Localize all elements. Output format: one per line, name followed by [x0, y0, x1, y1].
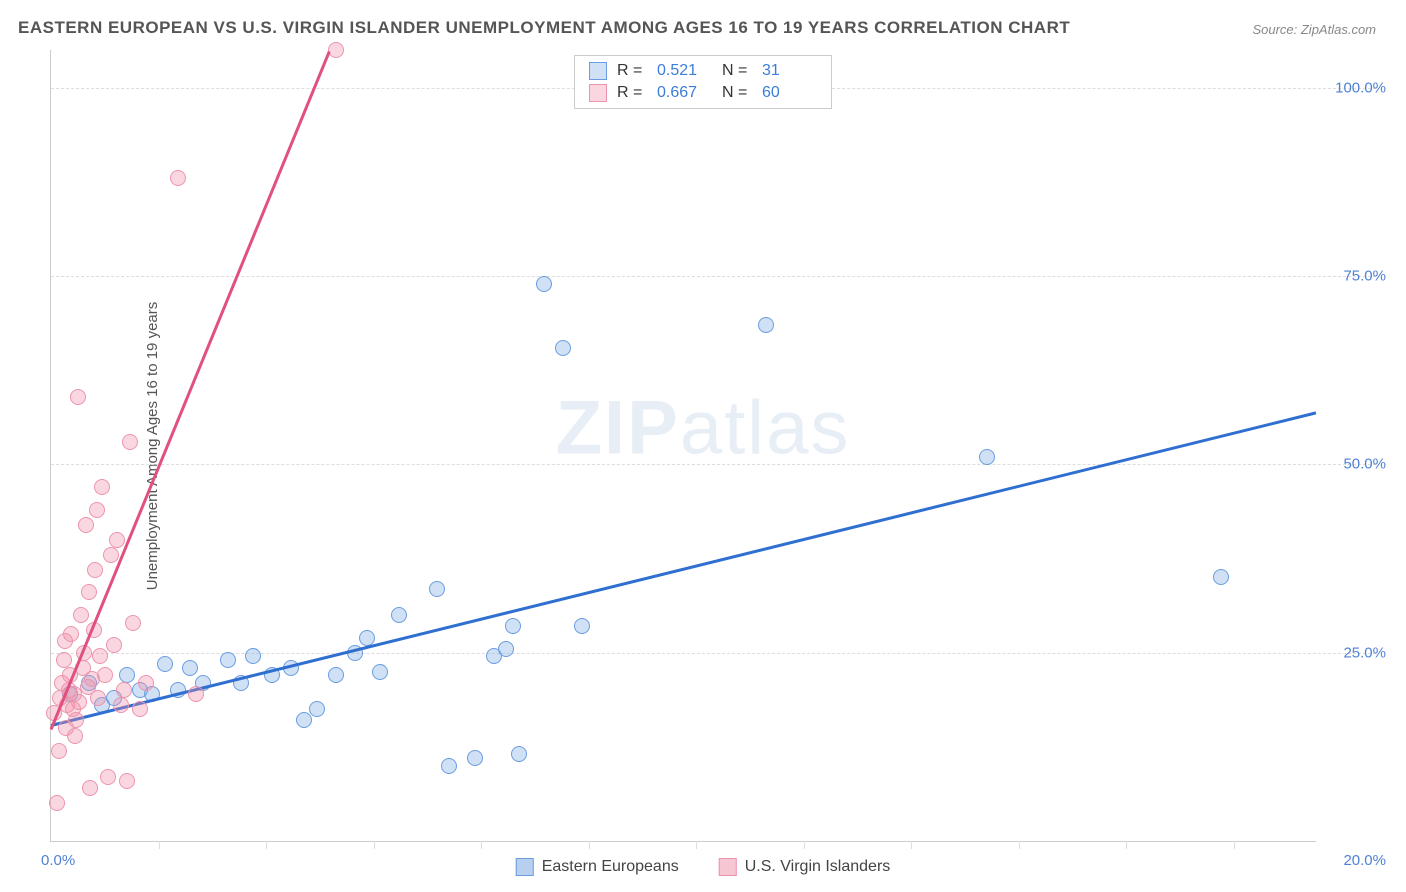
data-point	[467, 750, 483, 766]
data-point	[758, 317, 774, 333]
data-point	[574, 618, 590, 634]
data-point	[979, 449, 995, 465]
data-point	[245, 648, 261, 664]
data-point	[309, 701, 325, 717]
data-point	[103, 547, 119, 563]
gridline-vertical	[911, 841, 912, 849]
y-tick-label: 25.0%	[1343, 644, 1386, 661]
legend-label: Eastern Europeans	[542, 858, 679, 876]
data-point	[68, 712, 84, 728]
data-point	[51, 743, 67, 759]
gridline-vertical	[696, 841, 697, 849]
legend-row: R = 0.667 N = 60	[589, 82, 817, 104]
data-point	[56, 652, 72, 668]
data-point	[78, 517, 94, 533]
data-point	[71, 694, 87, 710]
data-point	[113, 697, 129, 713]
gridline-vertical	[589, 841, 590, 849]
legend-swatch	[719, 858, 737, 876]
data-point	[182, 660, 198, 676]
data-point	[94, 479, 110, 495]
data-point	[170, 170, 186, 186]
trend-line	[51, 412, 1317, 728]
x-origin-label: 0.0%	[41, 852, 75, 869]
series-legend: Eastern Europeans U.S. Virgin Islanders	[516, 858, 891, 876]
data-point	[536, 276, 552, 292]
data-point	[81, 584, 97, 600]
data-point	[220, 652, 236, 668]
data-point	[67, 728, 83, 744]
data-point	[90, 690, 106, 706]
data-point	[505, 618, 521, 634]
data-point	[63, 626, 79, 642]
gridline-vertical	[374, 841, 375, 849]
data-point	[49, 795, 65, 811]
gridline-horizontal	[51, 464, 1376, 465]
legend-r-label: R =	[617, 84, 647, 102]
data-point	[555, 340, 571, 356]
data-point	[87, 562, 103, 578]
legend-swatch	[589, 84, 607, 102]
legend-n-value: 31	[762, 62, 817, 80]
data-point	[511, 746, 527, 762]
data-point	[138, 675, 154, 691]
data-point	[328, 667, 344, 683]
gridline-vertical	[804, 841, 805, 849]
data-point	[109, 532, 125, 548]
gridline-vertical	[159, 841, 160, 849]
legend-r-value: 0.667	[657, 84, 712, 102]
trend-line	[50, 51, 331, 730]
legend-r-label: R =	[617, 62, 647, 80]
data-point	[188, 686, 204, 702]
data-point	[391, 607, 407, 623]
legend-n-label: N =	[722, 84, 752, 102]
gridline-vertical	[266, 841, 267, 849]
x-end-label: 20.0%	[1343, 852, 1386, 869]
gridline-horizontal	[51, 276, 1376, 277]
data-point	[100, 769, 116, 785]
data-point	[372, 664, 388, 680]
legend-swatch	[516, 858, 534, 876]
data-point	[132, 701, 148, 717]
correlation-legend: R = 0.521 N = 31 R = 0.667 N = 60	[574, 55, 832, 109]
data-point	[296, 712, 312, 728]
legend-r-value: 0.521	[657, 62, 712, 80]
gridline-vertical	[1019, 841, 1020, 849]
data-point	[89, 502, 105, 518]
data-point	[119, 667, 135, 683]
data-point	[73, 607, 89, 623]
y-tick-label: 100.0%	[1335, 79, 1386, 96]
data-point	[82, 780, 98, 796]
gridline-vertical	[1126, 841, 1127, 849]
legend-n-label: N =	[722, 62, 752, 80]
data-point	[70, 389, 86, 405]
gridline-vertical	[481, 841, 482, 849]
y-tick-label: 50.0%	[1343, 456, 1386, 473]
legend-row: R = 0.521 N = 31	[589, 60, 817, 82]
data-point	[106, 637, 122, 653]
legend-label: U.S. Virgin Islanders	[745, 858, 891, 876]
data-point	[122, 434, 138, 450]
gridline-vertical	[1234, 841, 1235, 849]
legend-n-value: 60	[762, 84, 817, 102]
legend-item: U.S. Virgin Islanders	[719, 858, 891, 876]
plot-area: 25.0%50.0%75.0%100.0%0.0%20.0%	[50, 50, 1316, 842]
data-point	[125, 615, 141, 631]
data-point	[92, 648, 108, 664]
data-point	[1213, 569, 1229, 585]
data-point	[119, 773, 135, 789]
data-point	[441, 758, 457, 774]
data-point	[328, 42, 344, 58]
data-point	[116, 682, 132, 698]
data-point	[157, 656, 173, 672]
y-tick-label: 75.0%	[1343, 268, 1386, 285]
data-point	[97, 667, 113, 683]
chart-title: EASTERN EUROPEAN VS U.S. VIRGIN ISLANDER…	[18, 18, 1070, 38]
legend-swatch	[589, 62, 607, 80]
legend-item: Eastern Europeans	[516, 858, 679, 876]
data-point	[429, 581, 445, 597]
source-label: Source: ZipAtlas.com	[1252, 22, 1376, 37]
data-point	[498, 641, 514, 657]
